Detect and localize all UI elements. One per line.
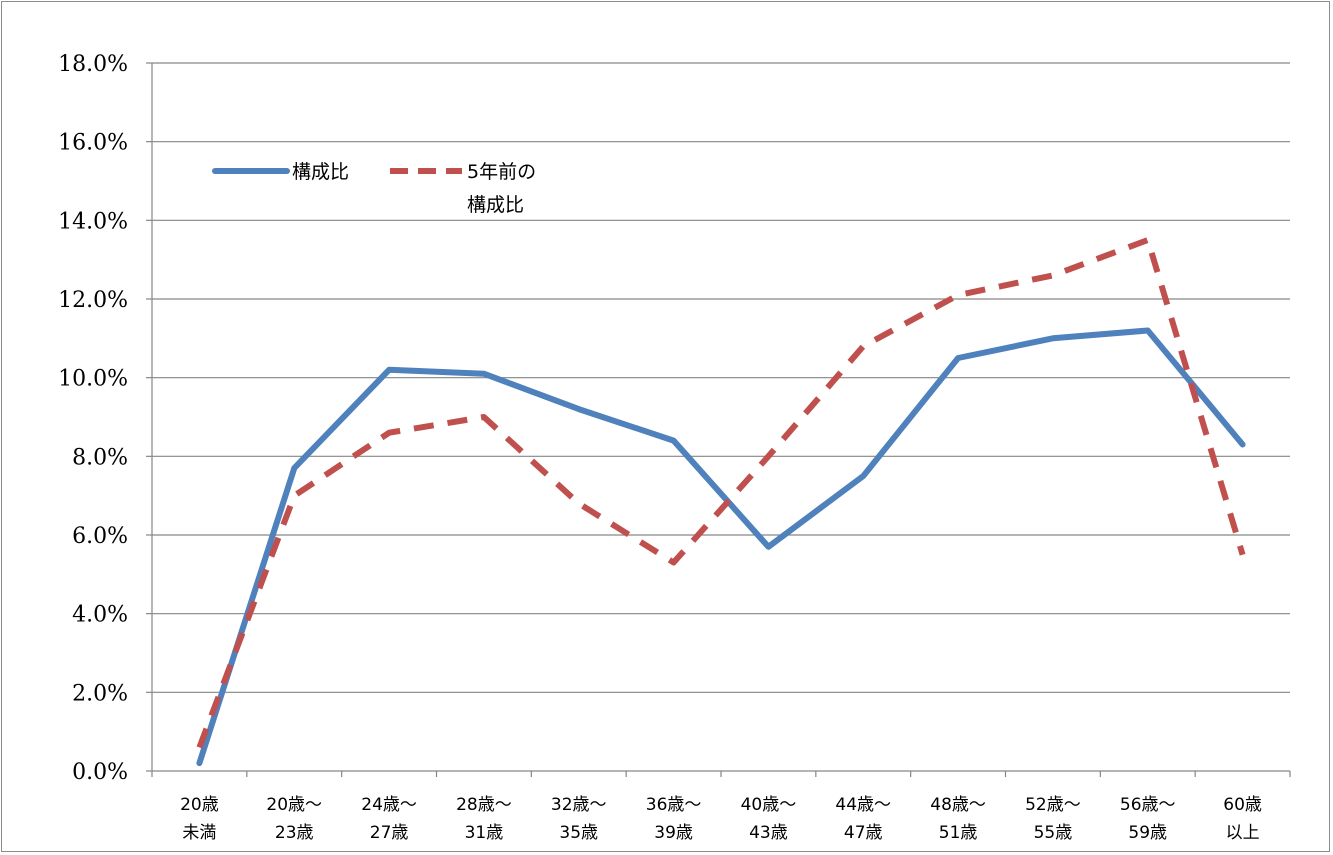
series-lines — [196, 237, 1246, 767]
x-tick-label: 32歳～ 35歳 — [551, 795, 607, 843]
x-tick-labels: 20歳未満 20歳～ 23歳 24歳～ 27歳 28歳～ 31歳 32歳～ 35歳 36歳～ 39歳… — [180, 795, 1262, 843]
x-tick-label: 52歳～ 55歳 — [1025, 795, 1081, 843]
y-tick-label: 18.0% — [58, 52, 128, 77]
x-tick-label: 56歳～ 59歳 — [1120, 795, 1176, 843]
x-tick-label: 20歳未満 — [180, 795, 219, 843]
x-tick-label: 60歳以上 — [1223, 795, 1262, 843]
x-tick-label: 24歳～ 27歳 — [361, 795, 417, 843]
y-tick-label: 8.0% — [72, 445, 128, 470]
x-tick-label: 48歳～ 51歳 — [930, 795, 986, 843]
gridlines — [152, 62, 1290, 693]
y-tick-label: 12.0% — [58, 288, 128, 313]
series-line-1 — [196, 327, 1246, 767]
x-tick-label: 20歳～ 23歳 — [266, 795, 322, 843]
y-tick-labels: 0.0% 2.0% 4.0% 6.0% 8.0% 10.0% 12.0% 14.0% 16.0%… — [58, 52, 128, 785]
y-tick-label: 16.0% — [58, 131, 128, 156]
x-tick-label: 28歳～ 31歳 — [456, 795, 512, 843]
y-tick-label: 6.0% — [72, 524, 128, 549]
y-tick-label: 4.0% — [72, 603, 128, 628]
y-tick-label: 10.0% — [58, 367, 128, 392]
x-tick-label: 36歳～ 39歳 — [646, 795, 702, 843]
axes — [146, 62, 1291, 777]
legend: 構成比 5年前の構成比 — [212, 161, 536, 216]
x-tick-label: 40歳～ 43歳 — [741, 795, 797, 843]
y-tick-label: 2.0% — [72, 681, 128, 706]
x-tick-label: 44歳～ 47歳 — [835, 795, 891, 843]
legend-label-2: 5年前の構成比 — [467, 161, 536, 216]
series-line-2 — [196, 237, 1246, 749]
legend-label-1: 構成比 — [292, 161, 349, 183]
y-tick-label: 14.0% — [58, 209, 128, 234]
y-tick-label: 0.0% — [72, 760, 128, 785]
